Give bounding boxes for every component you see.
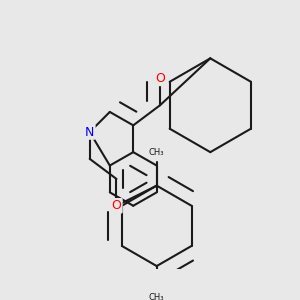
Text: CH₃: CH₃ — [149, 148, 164, 157]
Text: O: O — [112, 199, 122, 212]
Text: O: O — [155, 72, 165, 85]
Text: CH₃: CH₃ — [149, 293, 164, 300]
Text: N: N — [85, 125, 94, 139]
